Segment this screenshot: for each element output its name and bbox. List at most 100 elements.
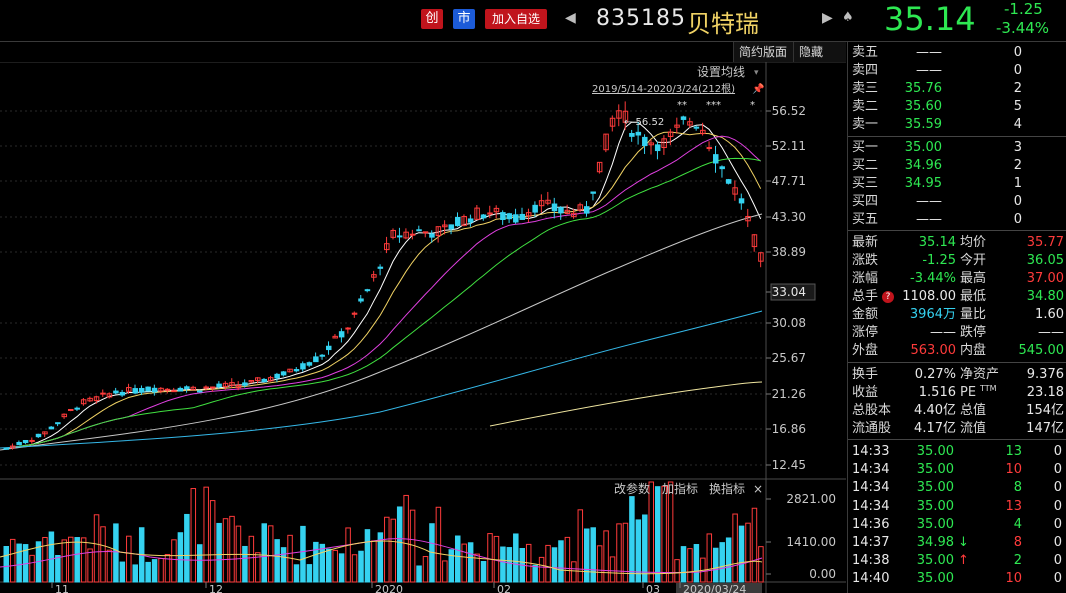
candle[interactable] [596, 161, 603, 174]
candle[interactable] [242, 379, 248, 388]
stat-row[interactable]: 涨幅 -3.44% 最高 37.00 [848, 270, 1066, 288]
candle[interactable] [590, 191, 596, 201]
candle[interactable] [480, 213, 487, 221]
candle[interactable] [500, 210, 506, 225]
candle[interactable] [364, 288, 371, 293]
alert-bell-icon[interactable]: ♠ [842, 10, 854, 25]
candle[interactable] [725, 178, 732, 185]
candle[interactable] [732, 180, 738, 201]
candle[interactable] [513, 208, 519, 224]
candle[interactable] [493, 205, 500, 219]
candle[interactable] [532, 201, 538, 218]
candle[interactable] [197, 390, 203, 393]
candle[interactable] [267, 375, 274, 382]
ask-level[interactable]: 卖四 —— 0 [848, 62, 1066, 80]
stat-row[interactable]: 最新 35.14 均价 35.77 [848, 234, 1066, 252]
candle[interactable] [525, 208, 532, 223]
candle[interactable] [184, 385, 190, 393]
candle[interactable] [390, 228, 396, 240]
swap-indicator-button[interactable]: 换指标 [709, 481, 745, 496]
candle[interactable] [132, 384, 138, 395]
tick-row[interactable]: 14:37 34.98 8 0 ↓ [848, 534, 1066, 552]
candle[interactable] [29, 437, 35, 444]
candle[interactable] [584, 201, 590, 217]
candle[interactable] [222, 381, 229, 390]
candle[interactable] [622, 101, 629, 130]
event-marker[interactable]: ** [677, 100, 687, 111]
candle[interactable] [55, 422, 61, 427]
candle[interactable] [158, 387, 164, 394]
candle[interactable] [209, 386, 216, 392]
candle[interactable] [126, 383, 132, 394]
simple-layout-button[interactable]: 简约版面 [733, 42, 793, 62]
add-indicator-button[interactable]: 加指标 [662, 481, 698, 496]
candle[interactable] [571, 208, 577, 219]
candle[interactable] [61, 413, 68, 419]
fundamental-row[interactable]: 换手 0.27% 净资产 9.376 [848, 366, 1066, 384]
candle[interactable] [371, 270, 377, 282]
candle[interactable] [603, 133, 609, 153]
fundamental-row[interactable]: 流通股 4.17亿 流值 147亿 [848, 420, 1066, 438]
candle[interactable] [190, 385, 197, 391]
help-icon[interactable]: ? [882, 291, 894, 303]
candle[interactable] [487, 205, 493, 219]
market-badge[interactable]: 市 [453, 9, 475, 29]
candle[interactable] [409, 229, 416, 240]
candle[interactable] [145, 386, 151, 392]
candle[interactable] [648, 139, 654, 155]
candle[interactable] [506, 212, 513, 224]
dropdown-icon[interactable]: ▾ [754, 68, 759, 78]
tick-row[interactable]: 14:34 35.00 13 0 [848, 498, 1066, 516]
stat-row[interactable]: 总手 1108.00 最低 34.80? [848, 288, 1066, 306]
candle[interactable] [100, 389, 106, 397]
candle[interactable] [248, 379, 255, 384]
candle[interactable] [416, 225, 422, 232]
stat-row[interactable]: 外盘 563.00 内盘 545.00 [848, 342, 1066, 360]
candle[interactable] [338, 328, 345, 343]
candle[interactable] [519, 207, 525, 221]
kline-chart[interactable]: 56.52 52.11 47.71 43.30 38.89 33.04 30.08 25.67… [0, 61, 846, 593]
candle[interactable] [558, 206, 564, 220]
fundamental-row[interactable]: 收益 1.516 PE 23.18 TTM [848, 384, 1066, 402]
candle[interactable] [332, 334, 338, 339]
candle[interactable] [467, 214, 474, 227]
candle[interactable] [422, 231, 429, 238]
candle[interactable] [455, 212, 461, 227]
tick-row[interactable]: 14:34 35.00 10 0 [848, 461, 1066, 479]
candle[interactable] [177, 386, 184, 392]
candle[interactable] [706, 141, 713, 152]
candle[interactable] [138, 385, 145, 396]
tick-row[interactable]: 14:40 35.00 10 0 [848, 570, 1066, 588]
tick-row[interactable]: 14:38 35.00 2 0 ↑ [848, 552, 1066, 570]
candle[interactable] [280, 371, 287, 377]
candle[interactable] [87, 396, 93, 402]
candle[interactable] [693, 125, 700, 131]
candle[interactable] [564, 204, 571, 215]
candle[interactable] [306, 361, 313, 368]
candle[interactable] [119, 389, 126, 397]
ask-level[interactable]: 卖五 —— 0 [848, 44, 1066, 62]
candle[interactable] [171, 387, 177, 393]
candle[interactable] [745, 208, 751, 228]
candle[interactable] [680, 115, 687, 125]
candle[interactable] [448, 224, 455, 235]
candle[interactable] [577, 202, 584, 213]
candle[interactable] [16, 440, 22, 446]
candle[interactable] [274, 372, 280, 383]
candle[interactable] [235, 381, 242, 391]
close-indicator-button[interactable]: × [753, 482, 763, 496]
candle[interactable] [429, 230, 435, 243]
candle[interactable] [719, 165, 725, 178]
bid-level[interactable]: 买三 34.95 1 [848, 175, 1066, 193]
candle[interactable] [442, 220, 448, 235]
candle[interactable] [93, 395, 100, 404]
fundamental-row[interactable]: 总股本 4.40亿 总值 154亿 [848, 402, 1066, 420]
candle[interactable] [738, 193, 745, 210]
stat-row[interactable]: 金额 3964万 量比 1.60 [848, 306, 1066, 324]
candle[interactable] [113, 387, 119, 395]
change-params-button[interactable]: 改参数 [614, 481, 650, 496]
candle[interactable] [674, 117, 680, 134]
candle[interactable] [9, 443, 16, 450]
candle[interactable] [48, 426, 55, 430]
candle[interactable] [616, 104, 622, 127]
